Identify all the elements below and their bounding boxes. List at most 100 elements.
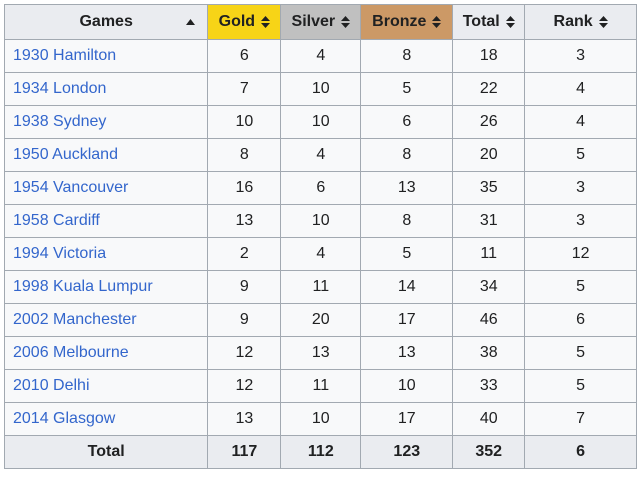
games-link[interactable]: 1954 Vancouver xyxy=(13,179,129,196)
total-cell: 20 xyxy=(452,138,526,172)
table-row: 2002 Manchester 9 20 17 46 6 xyxy=(3,303,637,337)
total-cell: 31 xyxy=(452,204,526,238)
games-link[interactable]: 1958 Cardiff xyxy=(13,212,100,229)
bronze-cell: 6 xyxy=(360,105,454,139)
table-row: 1934 London 7 10 5 22 4 xyxy=(3,72,637,106)
total-cell: 34 xyxy=(452,270,526,304)
games-link[interactable]: 1930 Hamilton xyxy=(13,47,117,64)
silver-cell: 6 xyxy=(280,171,362,205)
total-row-label: Total xyxy=(3,435,209,469)
gold-cell: 16 xyxy=(207,171,282,205)
header-silver-label: Silver xyxy=(291,13,336,30)
bronze-cell: 8 xyxy=(360,39,454,73)
table-header: Games Gold Silver xyxy=(3,4,637,40)
total-gold: 117 xyxy=(207,435,282,469)
silver-cell: 4 xyxy=(280,39,362,73)
total-cell: 38 xyxy=(452,336,526,370)
total-cell: 35 xyxy=(452,171,526,205)
games-link[interactable]: 2014 Glasgow xyxy=(13,410,116,427)
rank-cell: 4 xyxy=(524,72,637,106)
silver-cell: 10 xyxy=(280,72,362,106)
total-cell: 26 xyxy=(452,105,526,139)
total-cell: 22 xyxy=(452,72,526,106)
silver-cell: 20 xyxy=(280,303,362,337)
table-row: 2010 Delhi 12 11 10 33 5 xyxy=(3,369,637,403)
header-rank[interactable]: Rank xyxy=(524,4,637,40)
header-row: Games Gold Silver xyxy=(3,4,637,40)
gold-cell: 2 xyxy=(207,237,282,271)
total-total: 352 xyxy=(452,435,526,469)
bronze-cell: 10 xyxy=(360,369,454,403)
games-link[interactable]: 1998 Kuala Lumpur xyxy=(13,278,153,295)
bronze-cell: 17 xyxy=(360,303,454,337)
games-cell: 1938 Sydney xyxy=(3,105,209,139)
games-link[interactable]: 1994 Victoria xyxy=(13,245,107,262)
rank-cell: 3 xyxy=(524,171,637,205)
bronze-cell: 8 xyxy=(360,138,454,172)
games-cell: 2002 Manchester xyxy=(3,303,209,337)
games-cell: 2006 Melbourne xyxy=(3,336,209,370)
games-cell: 1954 Vancouver xyxy=(3,171,209,205)
bronze-cell: 17 xyxy=(360,402,454,436)
rank-cell: 5 xyxy=(524,270,637,304)
silver-cell: 4 xyxy=(280,237,362,271)
bronze-cell: 14 xyxy=(360,270,454,304)
header-games[interactable]: Games xyxy=(3,4,209,40)
rank-cell: 5 xyxy=(524,336,637,370)
header-total[interactable]: Total xyxy=(452,4,526,40)
header-games-label: Games xyxy=(79,13,133,30)
games-cell: 2010 Delhi xyxy=(3,369,209,403)
bronze-cell: 13 xyxy=(360,336,454,370)
games-link[interactable]: 1934 London xyxy=(13,80,107,97)
total-cell: 46 xyxy=(452,303,526,337)
games-link[interactable]: 1950 Auckland xyxy=(13,146,118,163)
gold-cell: 12 xyxy=(207,336,282,370)
gold-cell: 12 xyxy=(207,369,282,403)
rank-cell: 6 xyxy=(524,303,637,337)
bronze-cell: 13 xyxy=(360,171,454,205)
games-cell: 1998 Kuala Lumpur xyxy=(3,270,209,304)
games-cell: 1958 Cardiff xyxy=(3,204,209,238)
sort-icon xyxy=(432,16,442,28)
total-row: Total 117 112 123 352 6 xyxy=(3,435,637,469)
total-cell: 40 xyxy=(452,402,526,436)
table-row: 2006 Melbourne 12 13 13 38 5 xyxy=(3,336,637,370)
games-link[interactable]: 1938 Sydney xyxy=(13,113,107,130)
games-link[interactable]: 2002 Manchester xyxy=(13,311,137,328)
games-link[interactable]: 2010 Delhi xyxy=(13,377,90,394)
games-cell: 1994 Victoria xyxy=(3,237,209,271)
sort-ascending-icon xyxy=(186,16,196,28)
header-bronze-label: Bronze xyxy=(372,13,427,30)
silver-cell: 10 xyxy=(280,105,362,139)
total-bronze: 123 xyxy=(360,435,454,469)
header-silver[interactable]: Silver xyxy=(280,4,362,40)
bronze-cell: 5 xyxy=(360,237,454,271)
table-row: 1930 Hamilton 6 4 8 18 3 xyxy=(3,39,637,73)
total-silver: 112 xyxy=(280,435,362,469)
rank-cell: 4 xyxy=(524,105,637,139)
gold-cell: 6 xyxy=(207,39,282,73)
gold-cell: 13 xyxy=(207,402,282,436)
silver-cell: 13 xyxy=(280,336,362,370)
rank-cell: 5 xyxy=(524,138,637,172)
table-row: 2014 Glasgow 13 10 17 40 7 xyxy=(3,402,637,436)
gold-cell: 13 xyxy=(207,204,282,238)
table-body: 1930 Hamilton 6 4 8 18 3 1934 London 7 10 5 22 4 193… xyxy=(3,39,637,436)
silver-cell: 10 xyxy=(280,402,362,436)
header-gold[interactable]: Gold xyxy=(207,4,282,40)
games-link[interactable]: 2006 Melbourne xyxy=(13,344,129,361)
games-cell: 1950 Auckland xyxy=(3,138,209,172)
gold-cell: 8 xyxy=(207,138,282,172)
gold-cell: 9 xyxy=(207,270,282,304)
header-bronze[interactable]: Bronze xyxy=(360,4,454,40)
table-row: 1954 Vancouver 16 6 13 35 3 xyxy=(3,171,637,205)
sort-icon xyxy=(598,16,608,28)
silver-cell: 11 xyxy=(280,369,362,403)
table-row: 1950 Auckland 8 4 8 20 5 xyxy=(3,138,637,172)
games-cell: 1934 London xyxy=(3,72,209,106)
table-row: 1938 Sydney 10 10 6 26 4 xyxy=(3,105,637,139)
rank-cell: 3 xyxy=(524,39,637,73)
games-cell: 2014 Glasgow xyxy=(3,402,209,436)
bronze-cell: 5 xyxy=(360,72,454,106)
rank-cell: 5 xyxy=(524,369,637,403)
